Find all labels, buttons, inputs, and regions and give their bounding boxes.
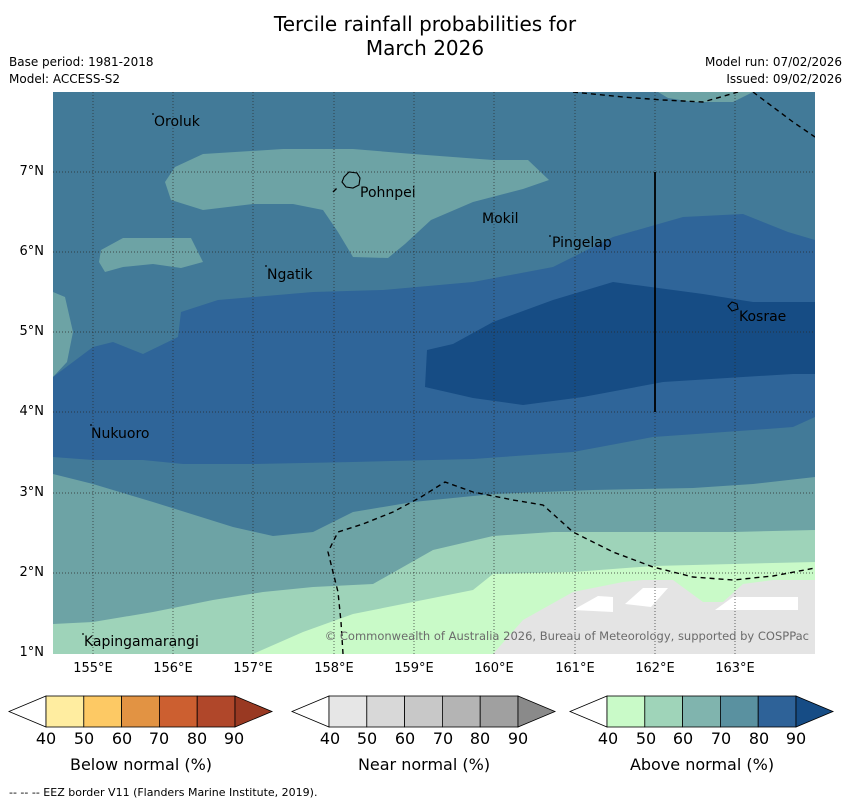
colorbar-near-segment — [366, 695, 405, 728]
cb-near-tick-60: 60 — [394, 729, 416, 748]
colorbar-near-normal — [290, 695, 557, 728]
colorbar-above-high-arrow — [795, 695, 835, 728]
colorbar-above-segment — [644, 695, 683, 728]
colorbar-near-segment — [479, 695, 519, 728]
region-above-80 — [53, 214, 815, 464]
cb-near-tick-40: 40 — [319, 729, 341, 748]
y-tick-3n: 3°N — [19, 485, 45, 500]
colorbar-near-low-arrow — [290, 695, 330, 728]
cb-above-tick-60: 60 — [672, 729, 694, 748]
y-tick-5n: 5°N — [19, 324, 45, 339]
meta-right: Model run: 07/02/2026 Issued: 09/02/2026 — [705, 54, 842, 88]
colorbar-above-segment — [606, 695, 646, 728]
colorbar-near-segment — [441, 695, 481, 728]
x-tick-162e: 162°E — [635, 661, 675, 676]
cb-above-tick-80: 80 — [748, 729, 770, 748]
colorbar-near-segment — [404, 695, 443, 728]
cb-below-tick-70: 70 — [148, 729, 170, 748]
colorbar-above-segment — [682, 695, 721, 728]
region-above-90 — [425, 282, 815, 405]
colorbar-above-segment — [720, 695, 759, 728]
colorbar-label-below: Below normal (%) — [69, 755, 213, 774]
place-oroluk: Oroluk — [154, 114, 201, 130]
x-tick-155e: 155°E — [73, 661, 113, 676]
colorbar-below-segment — [158, 695, 198, 728]
cb-below-tick-90: 90 — [223, 729, 245, 748]
cb-above-tick-70: 70 — [710, 729, 732, 748]
y-tick-7n: 7°N — [19, 164, 45, 179]
meta-left: Base period: 1981-2018 Model: ACCESS-S2 — [9, 54, 154, 88]
copyright-notice: © Commonwealth of Australia 2026, Bureau… — [325, 629, 809, 643]
x-tick-159e: 159°E — [394, 661, 434, 676]
cb-below-tick-60: 60 — [111, 729, 133, 748]
issued-date: Issued: 09/02/2026 — [726, 72, 842, 86]
region-above-60-edge — [53, 292, 73, 377]
title-line-1: Tercile rainfall probabilities for — [273, 12, 577, 36]
x-tick-163e: 163°E — [715, 661, 755, 676]
place-nukuoro: Nukuoro — [91, 426, 149, 442]
colorbar-below-high-arrow — [234, 695, 274, 728]
cb-near-tick-50: 50 — [356, 729, 378, 748]
place-kosrae: Kosrae — [739, 309, 786, 325]
colorbar-above-low-arrow — [568, 695, 608, 728]
colorbar-below-normal — [7, 695, 274, 728]
x-tick-158e: 158°E — [314, 661, 354, 676]
colorbar-label-above: Above normal (%) — [629, 755, 775, 774]
colorbar-above-normal — [568, 695, 835, 728]
y-tick-1n: 1°N — [19, 645, 45, 660]
colorbar-label-near: Near normal (%) — [357, 755, 491, 774]
cb-above-tick-50: 50 — [635, 729, 657, 748]
colorbar-near-high-arrow — [517, 695, 557, 728]
colorbar-below-low-arrow — [7, 695, 47, 728]
colorbars — [7, 695, 835, 728]
cb-below-tick-40: 40 — [35, 729, 57, 748]
x-tick-157e: 157°E — [233, 661, 273, 676]
region-above-60-north — [165, 149, 549, 258]
atoll-markers — [82, 113, 551, 635]
y-tick-6n: 6°N — [19, 244, 45, 259]
x-tick-156e: 156°E — [153, 661, 193, 676]
cb-above-tick-40: 40 — [597, 729, 619, 748]
gridlines — [53, 92, 815, 654]
colorbar-above-segment — [757, 695, 797, 728]
chart-title: Tercile rainfall probabilities for March… — [0, 12, 850, 60]
cb-near-tick-80: 80 — [469, 729, 491, 748]
place-ngatik: Ngatik — [267, 267, 313, 283]
model-run: Model run: 07/02/2026 — [704, 55, 842, 69]
place-pohnpei: Pohnpei — [360, 185, 416, 201]
cb-near-tick-90: 90 — [507, 729, 529, 748]
place-pingelap: Pingelap — [552, 235, 612, 251]
eez-footnote: -- -- -- EEZ border V11 (Flanders Marine… — [9, 786, 318, 799]
colorbar-below-segment — [196, 695, 236, 728]
rainfall-map: Oroluk Pohnpei Mokil Pingelap Ngatik Kos… — [53, 92, 815, 654]
eez-borders — [327, 92, 815, 654]
title-line-2: March 2026 — [365, 36, 485, 60]
region-above-60-west — [99, 238, 203, 272]
colorbar-below-segment — [83, 695, 123, 728]
place-mokil: Mokil — [482, 211, 519, 227]
colorbar-near-segment — [328, 695, 368, 728]
y-tick-2n: 2°N — [19, 565, 45, 580]
pohnpei-island-outline — [341, 171, 361, 189]
x-tick-160e: 160°E — [474, 661, 514, 676]
region-neutral — [573, 588, 798, 612]
base-period: Base period: 1981-2018 — [9, 55, 154, 69]
place-kapingamarangi: Kapingamarangi — [84, 634, 199, 650]
colorbar-below-segment — [121, 695, 160, 728]
y-tick-4n: 4°N — [19, 404, 45, 419]
model-name: Model: ACCESS-S2 — [9, 72, 121, 86]
cb-below-tick-80: 80 — [186, 729, 208, 748]
cb-below-tick-50: 50 — [73, 729, 95, 748]
cb-near-tick-70: 70 — [432, 729, 454, 748]
cb-above-tick-90: 90 — [785, 729, 807, 748]
x-tick-161e: 161°E — [555, 661, 595, 676]
kosrae-island-outline — [727, 301, 739, 312]
colorbar-below-segment — [45, 695, 85, 728]
